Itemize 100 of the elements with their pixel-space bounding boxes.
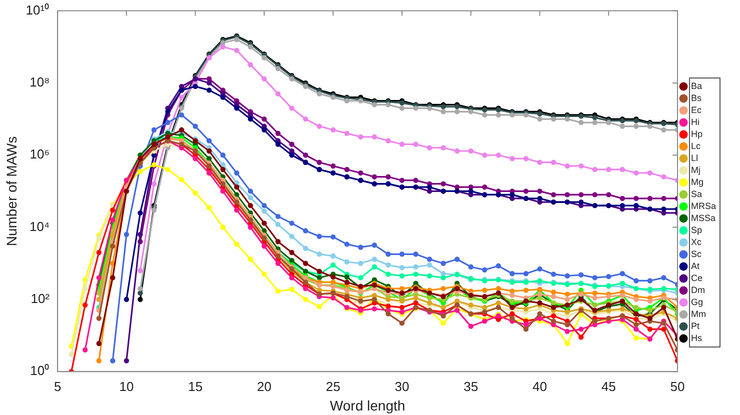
point <box>178 112 184 118</box>
point <box>620 202 625 208</box>
point <box>482 267 488 272</box>
point <box>82 302 88 308</box>
point <box>592 192 598 198</box>
point <box>220 166 226 172</box>
point <box>496 300 502 306</box>
point <box>138 268 143 274</box>
point <box>330 163 336 169</box>
point <box>440 275 446 280</box>
point <box>537 188 542 194</box>
point <box>592 290 598 296</box>
point <box>523 306 529 312</box>
legend-label: Ec <box>690 104 702 115</box>
point <box>372 102 378 108</box>
point <box>124 232 130 238</box>
point <box>138 290 143 296</box>
point <box>537 278 542 284</box>
point <box>386 174 391 180</box>
point <box>192 190 198 196</box>
point <box>510 112 515 118</box>
point <box>578 199 584 205</box>
point <box>564 309 570 315</box>
point <box>482 184 488 190</box>
point <box>178 94 184 100</box>
y-tick-label: 10⁶ <box>30 146 50 162</box>
point <box>550 318 556 324</box>
point <box>537 116 542 122</box>
point <box>289 234 294 239</box>
point <box>564 192 570 198</box>
point <box>110 244 116 249</box>
point <box>468 188 474 194</box>
point <box>537 266 542 272</box>
point <box>564 296 570 302</box>
point <box>440 286 446 292</box>
point <box>206 80 212 86</box>
point <box>496 152 502 158</box>
point <box>275 288 281 294</box>
point <box>248 202 254 208</box>
point <box>510 271 515 276</box>
point <box>578 326 584 332</box>
point <box>550 272 556 277</box>
point <box>661 304 666 310</box>
point <box>302 228 308 234</box>
point <box>454 148 460 154</box>
point <box>413 272 418 277</box>
point <box>620 196 625 202</box>
point <box>248 195 254 200</box>
point <box>344 98 350 104</box>
point <box>344 259 350 264</box>
point <box>661 196 666 202</box>
point <box>372 256 378 262</box>
legend-label: Xc <box>690 236 702 247</box>
point <box>206 205 212 210</box>
point <box>399 106 405 111</box>
point <box>234 170 240 176</box>
point <box>413 106 418 111</box>
point <box>413 264 418 270</box>
point <box>578 334 584 340</box>
legend-label: Pt <box>690 320 700 331</box>
point <box>606 294 612 300</box>
point <box>138 168 143 174</box>
x-tick-label: 10 <box>119 378 134 394</box>
point <box>262 116 267 122</box>
point <box>634 202 639 208</box>
legend-label: Ll <box>690 152 698 163</box>
point <box>344 166 350 172</box>
point <box>178 127 184 132</box>
point <box>661 174 666 180</box>
point <box>110 217 116 223</box>
legend-label: Hp <box>690 128 703 139</box>
point <box>440 145 446 150</box>
point <box>372 134 378 140</box>
point <box>110 275 116 280</box>
point <box>523 112 529 118</box>
point <box>302 116 308 122</box>
point <box>289 258 294 264</box>
point <box>262 55 267 60</box>
y-axis-title: Number of MAWs <box>3 136 20 246</box>
point <box>344 242 350 247</box>
point <box>330 262 336 268</box>
point <box>634 326 639 332</box>
legend-label: At <box>690 260 700 271</box>
point <box>386 102 391 108</box>
point <box>578 120 584 126</box>
point <box>426 273 432 278</box>
point <box>634 170 639 176</box>
point <box>262 272 267 277</box>
y-tick-label: 10⁸ <box>30 74 50 90</box>
point <box>96 275 102 280</box>
point <box>248 62 254 68</box>
point <box>234 48 240 53</box>
point <box>399 178 405 183</box>
point <box>523 271 529 276</box>
point <box>468 264 474 270</box>
point <box>592 318 598 324</box>
point <box>165 109 170 114</box>
point <box>220 44 226 50</box>
point <box>262 127 267 132</box>
x-tick-label: 25 <box>326 378 340 394</box>
